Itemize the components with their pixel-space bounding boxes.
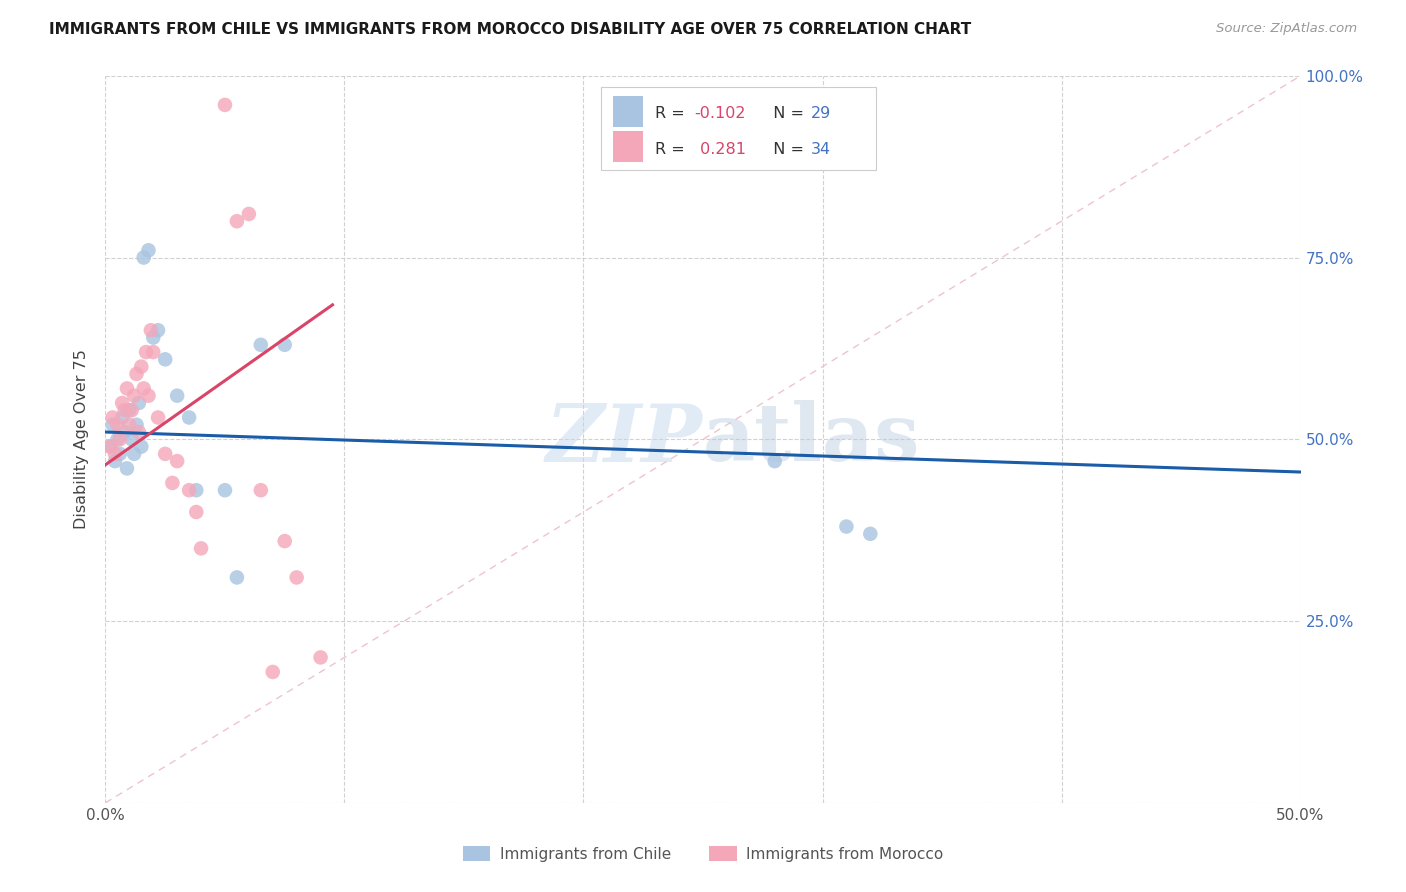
Point [121, 403, 143, 417]
Text: N =: N = [762, 106, 808, 121]
Point [104, 454, 127, 468]
Point [214, 483, 236, 498]
FancyBboxPatch shape [613, 131, 644, 161]
Legend: Immigrants from Chile, Immigrants from Morocco: Immigrants from Chile, Immigrants from M… [457, 839, 949, 868]
Point [177, 483, 201, 498]
Point [859, 526, 882, 541]
Point [114, 425, 136, 439]
Point [107, 432, 129, 446]
Point [177, 410, 201, 425]
FancyBboxPatch shape [613, 96, 644, 127]
Point [146, 410, 169, 425]
Point [138, 389, 160, 403]
Text: 29: 29 [811, 106, 831, 121]
Point [135, 345, 157, 359]
Text: 34: 34 [811, 143, 831, 158]
Point [273, 534, 295, 549]
Point [142, 345, 165, 359]
Text: -0.102: -0.102 [695, 106, 747, 121]
Point [250, 338, 273, 352]
Text: 0.281: 0.281 [695, 143, 745, 158]
Point [146, 323, 169, 337]
Point [139, 323, 162, 337]
Point [835, 519, 858, 533]
Point [238, 207, 260, 221]
Point [122, 447, 145, 461]
Text: R =: R = [655, 106, 690, 121]
Point [190, 541, 212, 556]
Point [121, 432, 143, 446]
Point [129, 440, 153, 454]
Point [129, 359, 153, 374]
Point [108, 432, 131, 446]
Point [98, 440, 121, 454]
Point [107, 417, 129, 432]
Point [125, 367, 148, 381]
Point [225, 214, 249, 228]
Point [114, 403, 136, 417]
Point [142, 330, 165, 344]
Point [309, 650, 332, 665]
Text: ZIP: ZIP [546, 401, 703, 478]
Point [115, 381, 138, 395]
Point [262, 665, 284, 679]
Point [111, 396, 134, 410]
Point [122, 389, 145, 403]
Point [166, 389, 188, 403]
Point [115, 461, 138, 475]
Point [186, 483, 208, 498]
Point [101, 410, 124, 425]
Point [125, 417, 148, 432]
FancyBboxPatch shape [602, 87, 876, 170]
Point [104, 447, 127, 461]
Text: Source: ZipAtlas.com: Source: ZipAtlas.com [1216, 22, 1357, 36]
Point [273, 338, 295, 352]
Text: N =: N = [762, 143, 808, 158]
Point [128, 425, 150, 439]
Y-axis label: Disability Age Over 75: Disability Age Over 75 [75, 350, 90, 529]
Point [128, 396, 150, 410]
Point [98, 440, 121, 454]
Point [162, 475, 184, 490]
Point [132, 381, 155, 395]
Point [118, 403, 141, 417]
Point [153, 352, 177, 367]
Point [111, 410, 134, 425]
Point [101, 417, 124, 432]
Point [166, 454, 188, 468]
Point [186, 505, 208, 519]
Point [214, 98, 236, 112]
Point [763, 454, 786, 468]
Text: atlas: atlas [703, 401, 921, 478]
Point [225, 570, 249, 584]
Text: R =: R = [655, 143, 690, 158]
Point [285, 570, 308, 584]
Point [132, 251, 155, 265]
Point [250, 483, 273, 498]
Point [153, 447, 177, 461]
Text: IMMIGRANTS FROM CHILE VS IMMIGRANTS FROM MOROCCO DISABILITY AGE OVER 75 CORRELAT: IMMIGRANTS FROM CHILE VS IMMIGRANTS FROM… [49, 22, 972, 37]
Point [118, 417, 141, 432]
Point [138, 244, 160, 258]
Point [108, 447, 131, 461]
